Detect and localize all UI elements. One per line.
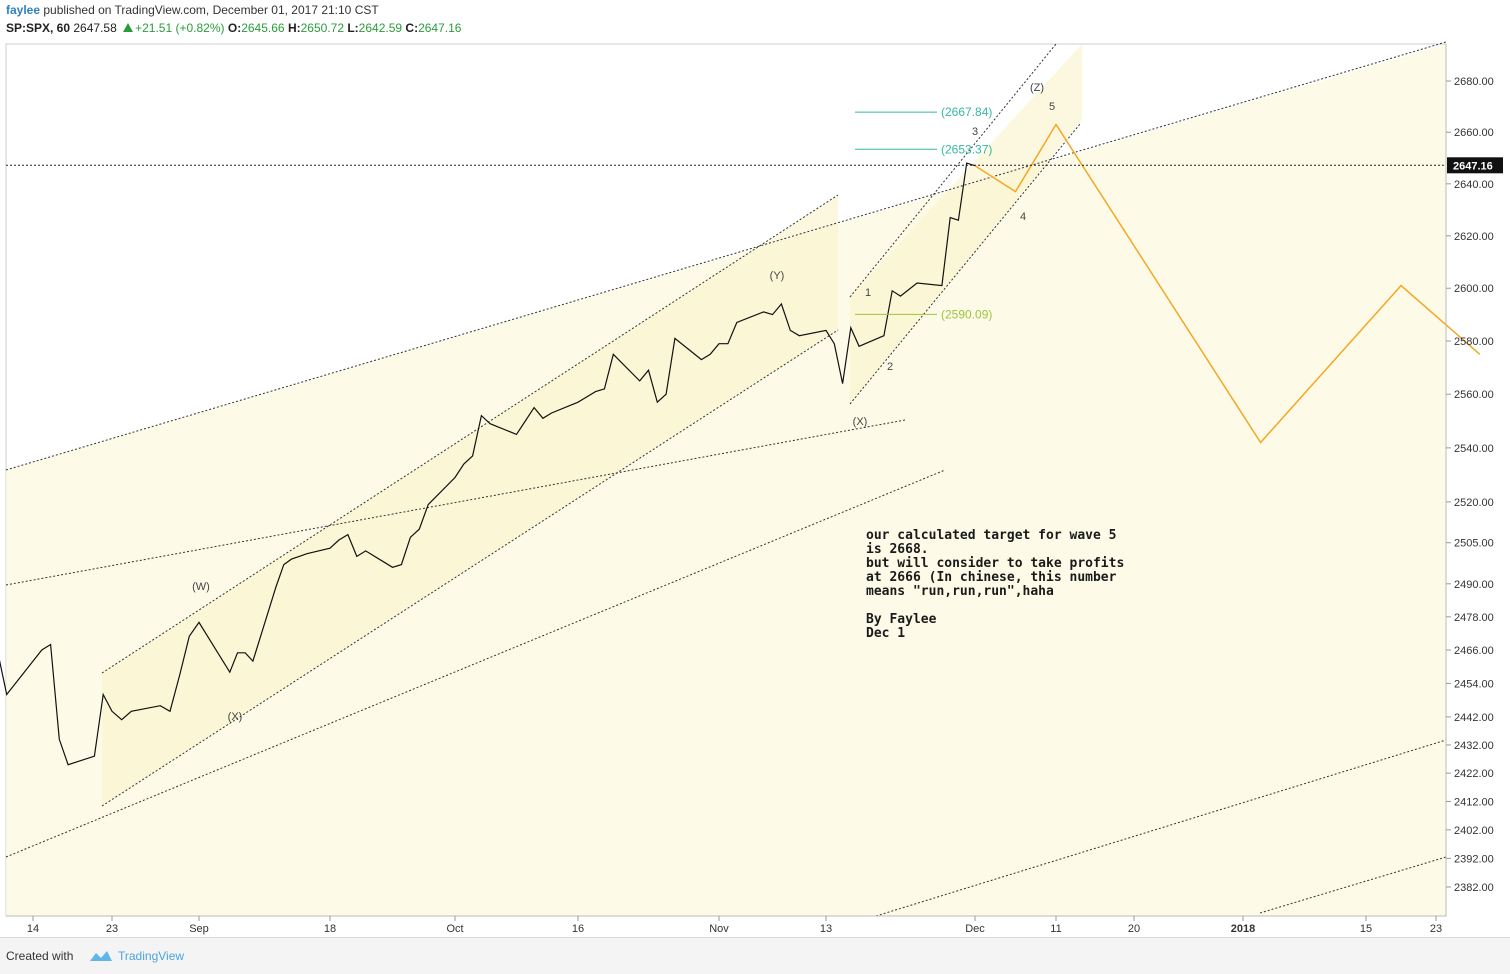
- y-tick-label: 2442.00: [1454, 712, 1494, 724]
- y-tick-label: 2520.00: [1454, 497, 1494, 509]
- low-value: 2642.59: [358, 21, 403, 35]
- x-tick-label: Sep: [189, 923, 209, 935]
- high-label: H:: [287, 21, 301, 35]
- trendlines: [5, 41, 1447, 917]
- y-tick-label: 2580.00: [1454, 336, 1494, 348]
- y-tick-label: 2640.00: [1454, 179, 1494, 191]
- trendline: [849, 123, 1081, 405]
- up-arrow-icon: [123, 23, 134, 32]
- trendline: [5, 469, 946, 858]
- price-change: +21.51 (+0.82%): [135, 21, 225, 35]
- wave-labels: (W) (X) (Y) (X) (Z) 1 2 3 4 5: [192, 82, 1055, 723]
- symbol-label[interactable]: SP:SPX, 60: [6, 21, 71, 35]
- projection-series: [974, 123, 1481, 444]
- y-tick-label: 2620.00: [1454, 231, 1494, 243]
- fib-level-label: (2667.84): [941, 105, 992, 119]
- trendline: [1259, 856, 1447, 914]
- projection-line: [974, 123, 1481, 444]
- y-tick-label: 2660.00: [1454, 127, 1494, 139]
- channel-fills: [6, 44, 1446, 916]
- y-tick-label: 2432.00: [1454, 740, 1494, 752]
- wave-channel-fill: [102, 195, 838, 806]
- footer-bar: Created with TradingView: [0, 937, 1510, 974]
- note-line: By Faylee: [866, 612, 937, 627]
- y-tick-label: 2505.00: [1454, 538, 1494, 550]
- x-tick-label: 2018: [1231, 923, 1255, 935]
- last-price: 2647.58: [73, 21, 117, 35]
- author-link[interactable]: faylee: [6, 3, 41, 17]
- low-label: L:: [347, 21, 359, 35]
- x-tick-label: 11: [1050, 923, 1061, 935]
- current-price-tag: [1447, 157, 1503, 174]
- y-axis-ticks: 2680.00 2660.00 2640.00 2620.00 2600.00 2580.…: [1446, 76, 1494, 894]
- note-line: our calculated target for wave 5: [866, 528, 1117, 543]
- open-label: O:: [227, 21, 242, 35]
- x-axis-ticks: 14 23 Sep 18 Oct 16 Nov 13 Dec 11 20 2018 15 23: [27, 916, 1442, 935]
- y-tick-label: 2600.00: [1454, 283, 1494, 295]
- y-tick-label: 2382.00: [1454, 882, 1494, 894]
- x-tick-label: 15: [1360, 923, 1372, 935]
- note-line: is 2668.: [866, 542, 929, 557]
- y-tick-label: 2402.00: [1454, 825, 1494, 837]
- x-tick-label: 16: [572, 923, 584, 935]
- x-tick-label: 13: [820, 923, 832, 935]
- wave-label: (Y): [770, 270, 785, 282]
- note-line: Dec 1: [866, 626, 906, 641]
- x-tick-label: Dec: [965, 923, 985, 935]
- tradingview-logo-icon[interactable]: [88, 949, 114, 963]
- wave-label: (X): [853, 416, 868, 428]
- close-label: C:: [405, 21, 419, 35]
- y-tick-label: 2466.00: [1454, 645, 1494, 657]
- wave-label: 5: [1049, 101, 1055, 113]
- x-tick-label: 14: [27, 923, 39, 935]
- wave-label: (W): [192, 581, 210, 593]
- y-tick-label: 2422.00: [1454, 768, 1494, 780]
- open-value: 2645.66: [241, 21, 285, 35]
- high-value: 2650.72: [300, 21, 344, 35]
- wave-label: (Z): [1030, 82, 1044, 94]
- x-tick-label: 23: [1430, 923, 1442, 935]
- fib-levels: (2667.84) (2653.37) (2590.09): [855, 105, 992, 321]
- y-tick-label: 2412.00: [1454, 796, 1494, 808]
- x-tick-label: Nov: [709, 923, 729, 935]
- created-with-text: Created with: [6, 949, 74, 963]
- price-series: [0, 162, 976, 766]
- wave-label: 4: [1020, 211, 1026, 223]
- note-line: [866, 599, 1124, 613]
- outer-channel-fill: [6, 44, 1446, 916]
- trendline: [875, 739, 1447, 917]
- y-tick-label: 2392.00: [1454, 853, 1494, 865]
- wave-label: 2: [887, 361, 893, 373]
- publish-info: published on TradingView.com, December 0…: [43, 3, 379, 17]
- current-price-label: 2647.16: [1453, 160, 1493, 172]
- close-value: 2647.16: [418, 21, 462, 35]
- fib-level-label: (2653.37): [941, 142, 992, 156]
- y-tick-label: 2540.00: [1454, 443, 1494, 455]
- y-tick-label: 2560.00: [1454, 389, 1494, 401]
- y-tick-label: 2454.00: [1454, 678, 1494, 690]
- publish-header: faylee published on TradingView.com, Dec…: [6, 3, 379, 17]
- x-tick-label: 18: [324, 923, 336, 935]
- trendline: [5, 419, 906, 586]
- y-tick-label: 2478.00: [1454, 612, 1494, 624]
- y-tick-label: 2490.00: [1454, 579, 1494, 591]
- x-tick-label: 23: [106, 923, 118, 935]
- wave-label: 3: [972, 126, 978, 138]
- note-line: but will consider to take profits: [866, 556, 1125, 571]
- wave-label: 1: [865, 287, 871, 299]
- tradingview-link[interactable]: TradingView: [118, 949, 185, 963]
- note-line: means "run,run,run",haha: [866, 584, 1054, 599]
- symbol-legend: SP:SPX, 60 2647.58 +21.51 (+0.82%) O:264…: [6, 21, 461, 35]
- wave-label: (X): [228, 711, 243, 723]
- note-line: at 2666 (In chinese, this number: [866, 570, 1117, 585]
- price-line: [0, 162, 976, 766]
- fib-level-label: (2590.09): [941, 307, 992, 321]
- current-price-marker: 2647.16: [6, 157, 1503, 174]
- annotation-note: our calculated target for wave 5 is 2668.…: [866, 529, 1124, 641]
- x-tick-label: Oct: [446, 923, 463, 935]
- y-tick-label: 2680.00: [1454, 76, 1494, 88]
- x-tick-label: 20: [1128, 923, 1140, 935]
